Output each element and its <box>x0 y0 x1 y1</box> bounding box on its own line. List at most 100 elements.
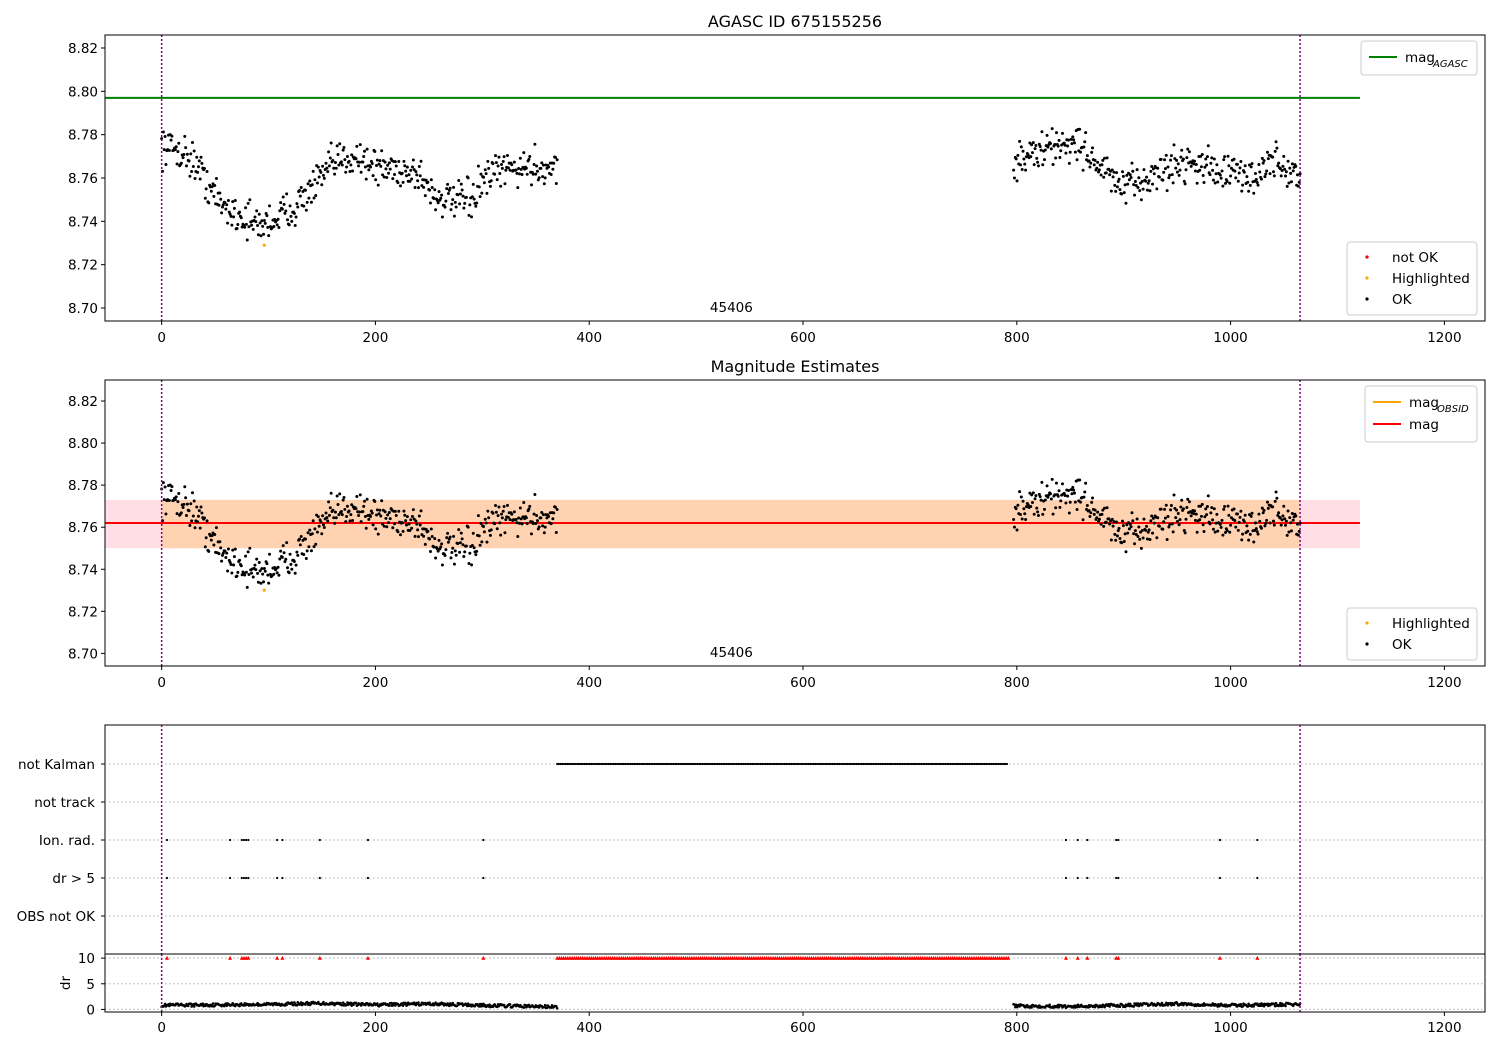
dr-clipped-marker <box>164 955 169 960</box>
data-point-ok <box>1215 512 1219 516</box>
data-point-ok <box>1261 511 1265 515</box>
data-point-ok <box>1194 163 1198 167</box>
data-point-ok <box>387 521 391 525</box>
flag-point-dr-gt5 <box>482 876 485 880</box>
data-point-ok <box>176 500 180 504</box>
dr-point <box>555 1006 559 1010</box>
data-point-ok <box>1116 179 1120 183</box>
data-point-ok <box>1132 183 1136 187</box>
data-point-ok <box>1257 512 1261 516</box>
data-point-ok <box>233 547 237 551</box>
data-point-ok <box>429 178 433 182</box>
data-point-ok <box>524 166 528 170</box>
data-point-ok <box>1081 518 1085 522</box>
data-point-ok <box>444 199 448 203</box>
data-point-ok <box>177 141 181 145</box>
data-point-ok <box>193 177 197 181</box>
data-point-ok <box>387 161 391 165</box>
data-point-ok <box>1100 163 1104 167</box>
dr-point <box>394 1004 397 1007</box>
data-point-ok <box>1226 154 1230 158</box>
data-point-ok <box>327 513 331 517</box>
data-point-ok <box>1175 158 1179 162</box>
data-point-ok <box>312 196 316 200</box>
data-point-ok <box>484 521 488 525</box>
flag-point-not-kalman <box>720 762 723 766</box>
flag-point-not-kalman <box>778 762 781 766</box>
legend-upper <box>1364 385 1478 443</box>
data-point-ok <box>1209 161 1213 165</box>
data-point-ok <box>197 509 201 513</box>
flag-point-not-kalman <box>646 762 649 766</box>
data-point-ok <box>1053 493 1057 497</box>
data-point-ok <box>1066 144 1070 148</box>
data-point-ok <box>262 219 266 223</box>
data-point-ok <box>508 518 512 522</box>
flag-point-not-kalman <box>797 762 800 766</box>
data-point-ok <box>297 537 301 541</box>
data-point-ok <box>506 166 510 170</box>
data-point-ok <box>1285 184 1289 188</box>
data-point-ok <box>311 169 315 173</box>
dr-point <box>401 1004 405 1007</box>
flag-point-ion-rad <box>1115 838 1118 842</box>
data-point-ok <box>1151 516 1155 520</box>
data-point-ok <box>331 159 335 163</box>
data-point-ok <box>267 234 271 238</box>
dr-clipped-marker <box>481 955 486 960</box>
data-point-ok <box>426 529 430 533</box>
data-point-ok <box>277 226 281 230</box>
data-point-ok <box>1130 511 1134 515</box>
data-point-ok <box>218 191 222 195</box>
legend-label: Highlighted <box>1392 616 1470 632</box>
data-point-ok <box>1222 507 1226 511</box>
flag-point-not-kalman <box>680 762 684 766</box>
data-point-ok <box>334 516 338 520</box>
flag-point-ion-rad <box>1086 838 1089 842</box>
data-point-ok <box>265 562 269 566</box>
data-point-ok <box>1202 530 1206 534</box>
data-point-ok <box>484 172 488 176</box>
data-point-ok <box>285 218 289 222</box>
data-point-ok <box>500 166 504 170</box>
data-point-ok <box>257 560 261 564</box>
data-point-ok <box>339 160 343 164</box>
data-point-ok <box>1238 166 1242 170</box>
data-point-ok <box>325 516 329 520</box>
data-point-ok <box>414 170 418 174</box>
data-point-ok <box>246 201 250 205</box>
data-point-ok <box>457 528 461 532</box>
data-point-ok <box>1236 179 1240 183</box>
data-point-ok <box>405 165 409 169</box>
data-point-ok <box>1179 505 1183 509</box>
data-point-ok <box>1240 538 1244 542</box>
data-point-ok <box>1103 156 1107 160</box>
flag-point-not-kalman <box>675 762 678 766</box>
flag-point-not-kalman <box>773 762 776 766</box>
data-point-ok <box>534 521 538 525</box>
data-point-ok <box>1254 177 1258 181</box>
flag-point-not-kalman <box>718 762 721 766</box>
data-point-ok <box>374 527 378 531</box>
data-point-ok <box>1138 537 1142 541</box>
data-point-ok <box>284 209 288 213</box>
data-point-ok <box>1228 530 1232 534</box>
data-point-ok <box>369 165 373 169</box>
data-point-ok <box>1101 158 1105 162</box>
flag-point-not-kalman <box>610 762 613 766</box>
data-point-ok <box>1131 169 1135 173</box>
flag-point-ion-rad <box>1256 838 1259 842</box>
data-point-ok <box>1060 131 1064 135</box>
flag-point-not-kalman <box>853 762 856 766</box>
data-point-ok <box>347 509 351 513</box>
data-point-ok <box>1156 516 1160 520</box>
data-point-ok <box>299 534 303 538</box>
data-point-ok <box>543 525 547 529</box>
data-point-ok <box>1054 506 1058 510</box>
data-point-ok <box>306 531 310 535</box>
data-point-ok <box>468 551 472 555</box>
flag-point-not-kalman <box>916 762 920 766</box>
data-point-ok <box>554 181 558 185</box>
data-point-ok <box>200 161 204 165</box>
dr-point <box>1132 1005 1135 1008</box>
